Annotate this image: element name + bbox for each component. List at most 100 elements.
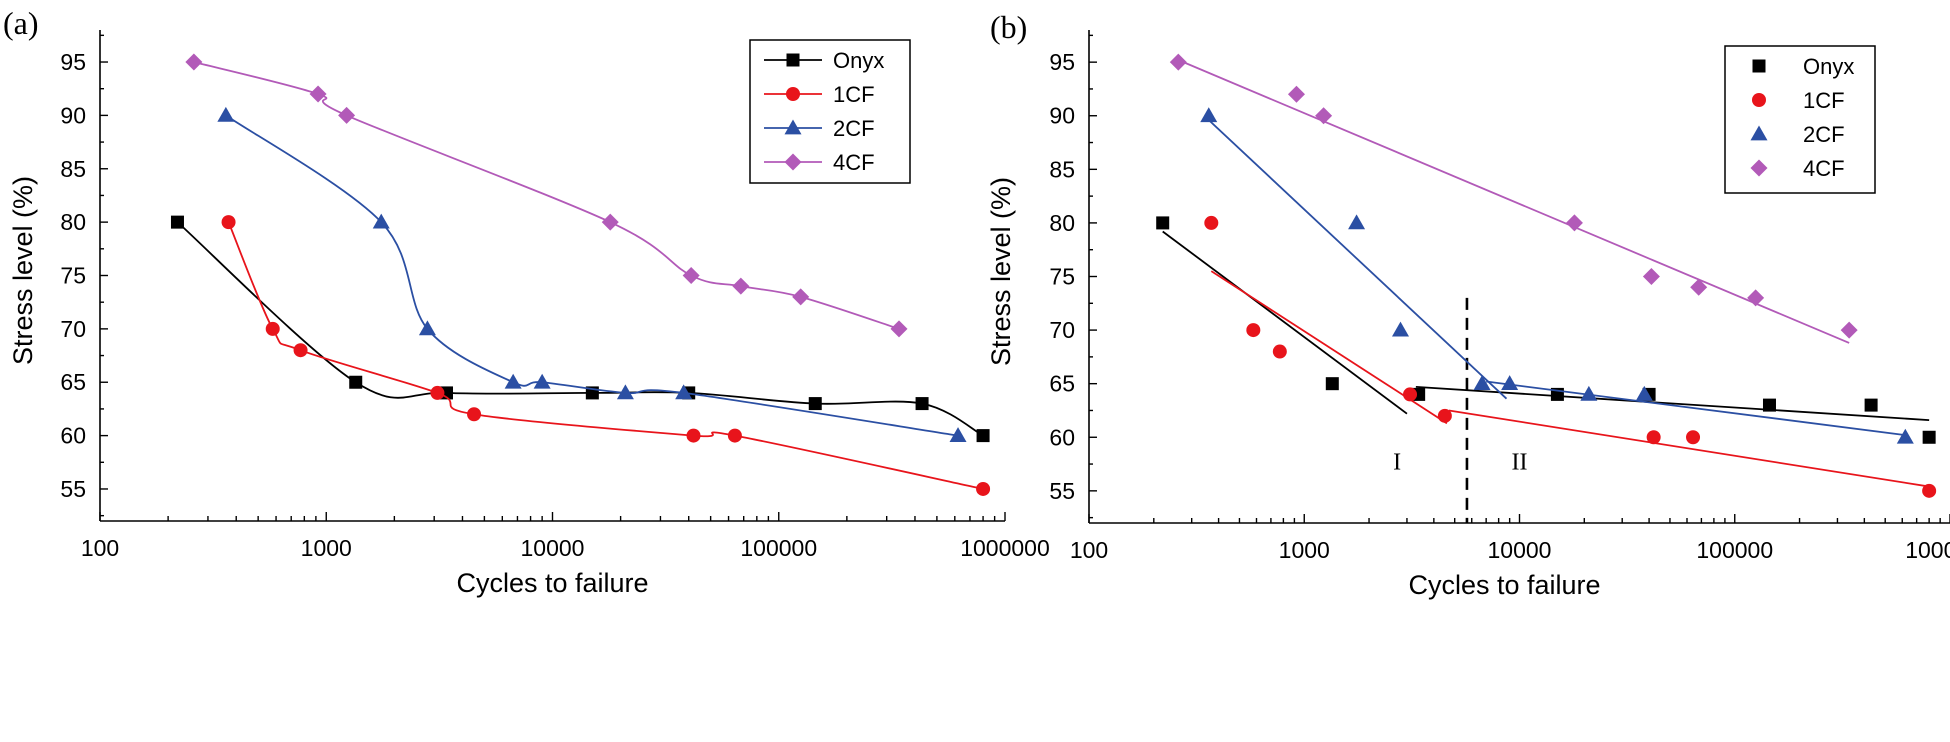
data-point <box>1635 385 1653 401</box>
data-point <box>601 213 619 231</box>
data-point <box>792 288 810 306</box>
x-tick-label: 100000 <box>740 535 817 561</box>
y-tick-label: 75 <box>60 263 86 289</box>
data-point <box>1169 53 1187 71</box>
y-tick-label: 85 <box>1049 156 1075 182</box>
y-tick-label: 75 <box>1049 264 1075 290</box>
data-point <box>1348 214 1366 230</box>
series-4cf <box>185 53 908 338</box>
series-1cf <box>221 215 991 496</box>
data-point <box>1747 289 1765 307</box>
panel-label: (b) <box>990 9 1027 45</box>
data-point <box>504 373 522 389</box>
data-point <box>349 375 363 389</box>
series-1cf <box>1204 215 1937 498</box>
y-tick-label: 60 <box>60 423 86 449</box>
data-point <box>1646 430 1661 445</box>
legend-marker <box>784 119 802 135</box>
data-point <box>915 397 929 411</box>
region-label: II <box>1512 449 1528 475</box>
y-tick-label: 60 <box>1049 424 1075 450</box>
data-point <box>372 213 390 229</box>
y-tick-label: 70 <box>60 316 86 342</box>
data-point <box>1922 483 1937 498</box>
data-point <box>1840 321 1858 339</box>
data-point <box>686 428 701 443</box>
legend-marker <box>786 87 800 101</box>
legend-item: Onyx <box>764 48 884 73</box>
x-tick-label: 1000000 <box>960 535 1050 561</box>
y-tick-label: 65 <box>60 369 86 395</box>
data-point <box>732 277 750 295</box>
data-point <box>1896 428 1914 444</box>
data-point <box>682 267 700 284</box>
legend-item: 2CF <box>764 116 875 141</box>
y-tick-label: 95 <box>60 49 86 75</box>
data-point <box>616 384 634 400</box>
legend-item: 4CF <box>764 150 875 175</box>
y-tick-label: 65 <box>1049 371 1075 397</box>
legend-label: 4CF <box>833 150 875 175</box>
y-tick-label: 85 <box>60 156 86 182</box>
x-tick-label: 1000 <box>1279 537 1330 563</box>
data-point <box>808 397 822 411</box>
legend-label: 1CF <box>833 82 875 107</box>
y-axis-title: Stress level (%) <box>986 177 1016 366</box>
data-point <box>533 373 551 389</box>
y-tick-label: 70 <box>1049 317 1075 343</box>
data-point <box>185 53 203 71</box>
data-point <box>727 428 742 443</box>
x-tick-label: 1000000 <box>1905 537 1950 563</box>
y-tick-label: 80 <box>1049 210 1075 236</box>
data-point <box>1922 430 1936 444</box>
x-tick-label: 1000 <box>301 535 352 561</box>
legend-item: 2CF <box>1750 122 1845 147</box>
y-tick-label: 90 <box>1049 103 1075 129</box>
data-point <box>170 215 184 229</box>
data-point <box>1200 107 1218 123</box>
fit-line <box>1177 59 1850 344</box>
data-point <box>1580 385 1598 401</box>
data-point <box>467 407 482 422</box>
y-tick-label: 80 <box>60 209 86 235</box>
data-point <box>418 320 436 336</box>
x-tick-label: 10000 <box>1488 537 1552 563</box>
fit-line <box>1415 385 1930 422</box>
legend-box <box>749 39 911 184</box>
data-point <box>1762 398 1776 412</box>
data-point <box>976 429 990 443</box>
fit-line <box>1486 380 1906 437</box>
data-point <box>1287 85 1305 103</box>
y-tick-label: 95 <box>1049 49 1075 75</box>
panel-b: (b) 55 60 65 70 75 80 85 90 95 100 1000 10000 100000 1… <box>986 9 1950 600</box>
legend-label: 2CF <box>833 116 875 141</box>
y-axis-title: Stress level (%) <box>8 176 38 365</box>
data-point <box>1325 377 1339 391</box>
x-axis-title: Cycles to failure <box>456 568 648 598</box>
data-point <box>1403 387 1418 402</box>
legend-label: 4CF <box>1803 156 1845 181</box>
data-point <box>338 106 356 124</box>
legend-marker <box>1750 125 1768 141</box>
series-2cf <box>217 106 967 442</box>
data-point <box>949 427 967 442</box>
data-point <box>1204 215 1219 230</box>
legend-label: 1CF <box>1803 88 1845 113</box>
data-point <box>221 215 236 230</box>
data-point <box>430 385 445 400</box>
x-tick-label: 100 <box>81 535 119 561</box>
legend-marker <box>1752 59 1766 73</box>
legend-marker <box>784 153 802 171</box>
data-point <box>1272 344 1287 359</box>
series-2cf <box>1200 107 1914 444</box>
legend: Onyx 1CF 2CF 4CF <box>1724 45 1876 194</box>
y-tick-label: 55 <box>60 476 86 502</box>
series-onyx <box>170 215 990 443</box>
data-point <box>1565 214 1583 232</box>
x-tick-label: 100 <box>1070 537 1108 563</box>
data-point <box>1473 375 1491 391</box>
data-point <box>1686 430 1701 445</box>
data-point <box>309 85 327 103</box>
legend-label: Onyx <box>833 48 884 73</box>
